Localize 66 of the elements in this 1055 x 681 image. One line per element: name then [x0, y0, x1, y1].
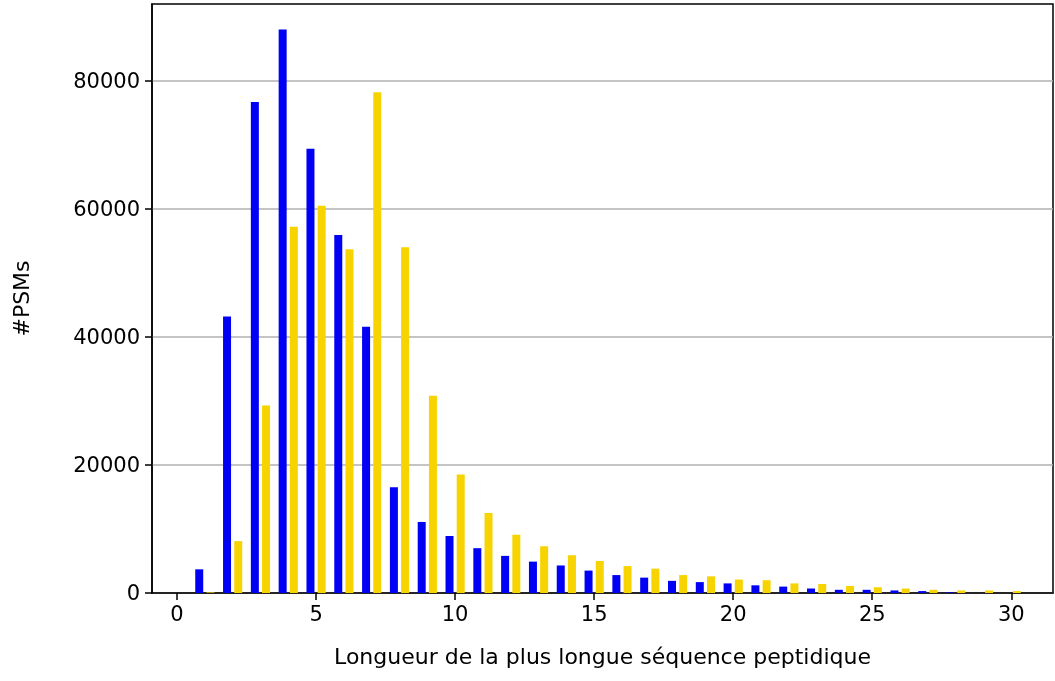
bar: [957, 590, 966, 593]
bar: [762, 580, 771, 593]
bar: [540, 546, 549, 593]
bar: [223, 316, 232, 593]
bar: [262, 405, 271, 593]
bar: [890, 590, 899, 593]
y-tick-label: 80000: [73, 68, 140, 93]
bar: [473, 548, 482, 593]
bar: [484, 512, 493, 593]
x-tick-label: 0: [170, 601, 184, 626]
bar: [428, 395, 437, 593]
x-tick-label: 5: [309, 601, 323, 626]
bar: [584, 570, 593, 593]
bar: [929, 589, 938, 593]
bar: [567, 555, 576, 593]
bar: [250, 101, 259, 593]
bar: [790, 583, 799, 593]
bar: [195, 569, 204, 593]
x-tick-label: 15: [580, 601, 608, 626]
bar: [556, 565, 565, 593]
bar: [818, 584, 827, 593]
bar: [612, 575, 621, 593]
bar: [595, 560, 604, 593]
x-axis-title: Longueur de la plus longue séquence peptidique: [334, 643, 871, 669]
bar: [985, 590, 994, 593]
bar: [456, 474, 465, 593]
y-tick-label: 20000: [73, 452, 140, 477]
bar: [873, 587, 882, 593]
bar: [862, 589, 871, 593]
bar: [640, 577, 649, 593]
bar: [445, 536, 454, 593]
bar: [651, 568, 660, 593]
bar: [528, 561, 537, 593]
bar: [306, 148, 315, 593]
x-tick-label: 20: [719, 601, 747, 626]
bar: [401, 247, 410, 593]
y-tick-label: 40000: [73, 324, 140, 349]
bar: [317, 205, 326, 593]
bar: [501, 555, 510, 593]
bar: [362, 326, 371, 593]
bar: [706, 576, 715, 593]
y-axis-title: #PSMs: [8, 260, 34, 337]
x-tick-label: 30: [997, 601, 1025, 626]
bar: [695, 582, 704, 593]
bar: [623, 566, 632, 593]
x-tick-label: 10: [441, 601, 469, 626]
bar: [846, 585, 855, 593]
bar: [723, 583, 732, 593]
bar: [512, 534, 521, 593]
bar: [667, 580, 676, 593]
bar: [289, 226, 298, 593]
bar: [751, 585, 760, 593]
bar: [345, 249, 354, 593]
bar: [389, 487, 398, 593]
bar: [278, 29, 287, 593]
bar: [834, 589, 843, 593]
y-tick-label: 60000: [73, 196, 140, 221]
x-tick-label: 25: [858, 601, 886, 626]
bar: [334, 235, 343, 593]
bar: [779, 586, 788, 593]
bar: [734, 579, 743, 593]
bar: [234, 541, 243, 593]
bar: [373, 92, 382, 593]
y-tick-label: 0: [126, 581, 140, 605]
bar: [417, 521, 426, 593]
bar: [679, 575, 688, 593]
